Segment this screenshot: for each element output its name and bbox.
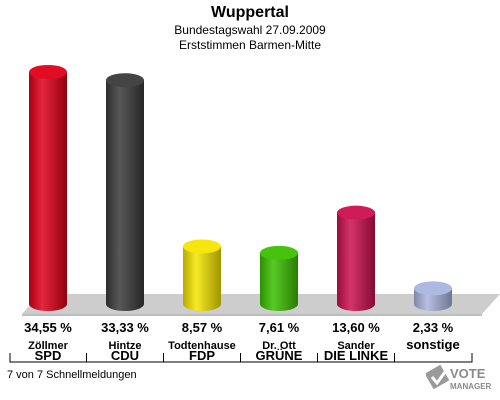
vote-manager-logo: VOTE MANAGER (426, 364, 492, 391)
candidate-label-gr-ne: Dr. Ott (262, 340, 296, 352)
logo-line1: VOTE (450, 366, 486, 381)
bar-die-linke (337, 205, 375, 311)
value-label-spd: 34,55 % (24, 320, 72, 335)
party-label-spd: SPD (35, 348, 62, 363)
value-label-cdu: 33,33 % (101, 320, 149, 335)
bar-spd (29, 65, 67, 311)
category-bracket (9, 353, 473, 363)
party-label-die-linke: DIE LINKE (324, 348, 389, 363)
candidate-label-cdu: Hintze (109, 340, 142, 352)
bar-fdp (183, 239, 221, 311)
bar-sonstige (414, 281, 452, 311)
party-label-cdu: CDU (111, 348, 139, 363)
value-label-gr-ne: 7,61 % (259, 320, 300, 335)
candidate-label-spd: Zöllmer (28, 340, 68, 352)
value-label-die-linke: 13,60 % (332, 320, 380, 335)
party-label-fdp: FDP (189, 348, 215, 363)
party-label-sonstige: sonstige (406, 337, 459, 352)
candidate-label-die-linke: Sander (337, 340, 375, 352)
chart-subtitle-district: Erststimmen Barmen-Mitte (178, 38, 322, 52)
value-label-sonstige: 2,33 % (413, 320, 454, 335)
footer-note: 7 von 7 Schnellmeldungen (7, 369, 137, 381)
bar-cdu (106, 73, 144, 311)
candidate-label-fdp: Todtenhause (168, 340, 236, 352)
chart-floor-front (22, 314, 482, 316)
party-label-gr-ne: GRÜNE (256, 348, 303, 363)
chart-subtitle-election: Bundestagswahl 27.09.2009 (174, 23, 326, 37)
value-label-fdp: 8,57 % (182, 320, 223, 335)
ballot-icon (426, 364, 450, 390)
logo-line2: MANAGER (450, 382, 492, 391)
bar-gr-ne (260, 245, 298, 311)
chart-title: Wuppertal (211, 4, 289, 21)
